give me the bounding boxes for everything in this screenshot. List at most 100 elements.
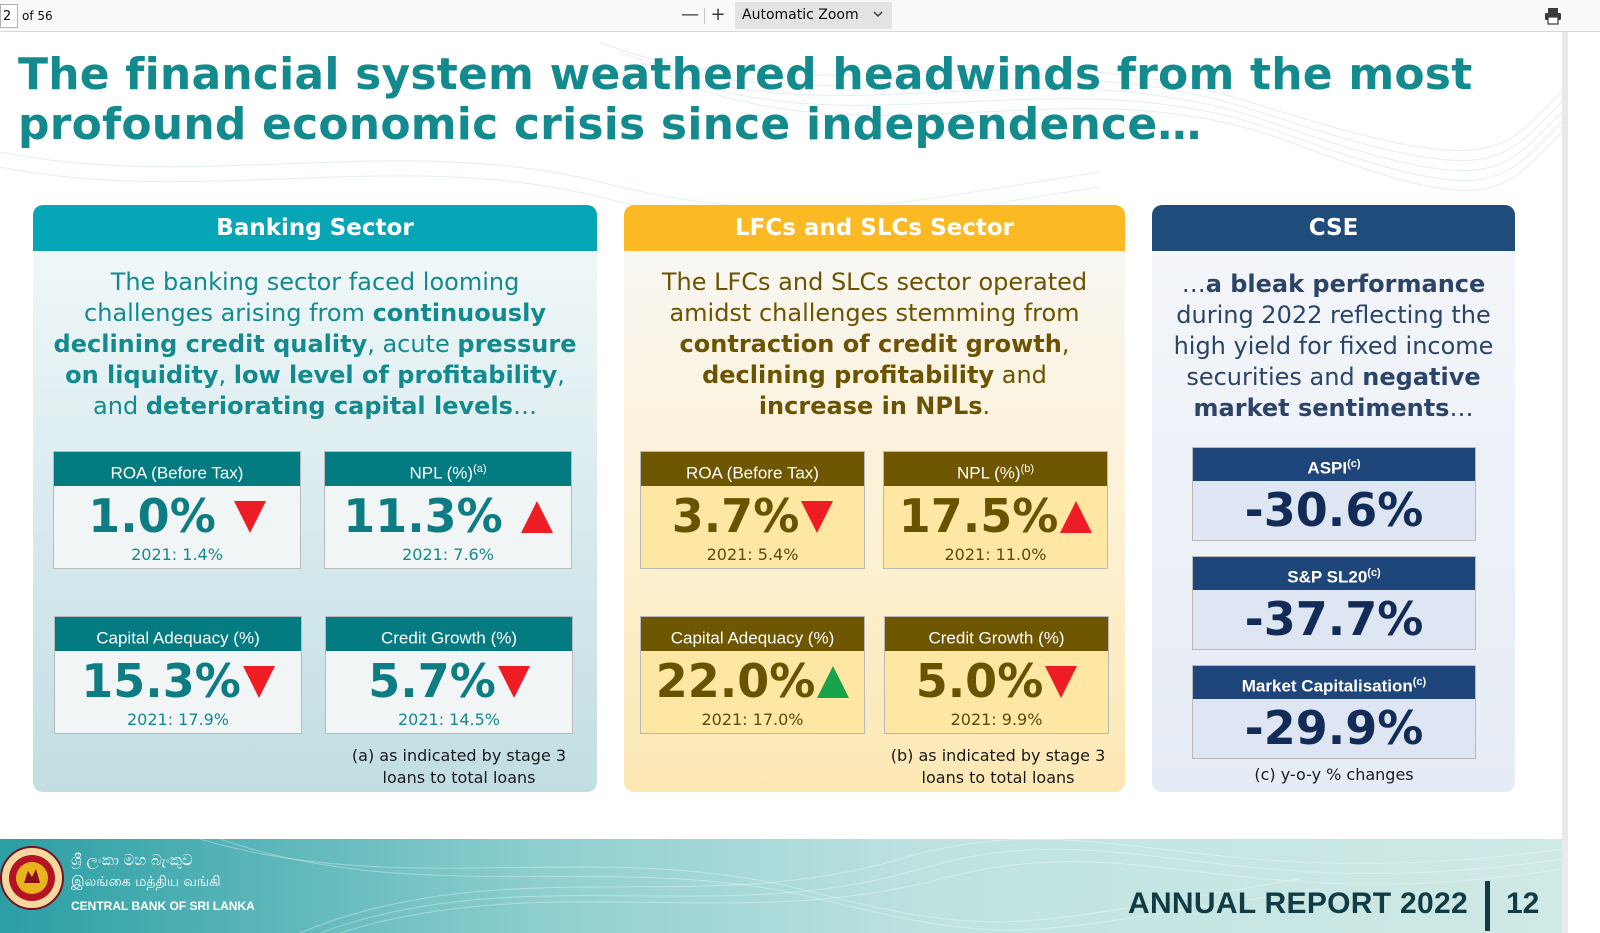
bank-name-tamil: இலங்கை மத்திய வங்கி <box>71 874 221 890</box>
cse-aspi-card: ASPI(c) -30.6% <box>1192 447 1476 541</box>
intro-text: , <box>1061 330 1070 358</box>
decorative-waves <box>0 41 1562 212</box>
intro-emphasis: deteriorating capital levels <box>145 392 513 420</box>
kpi-previous-year: 2021: 17.9% <box>126 710 230 729</box>
kpi-footnote: (b) <box>1020 463 1035 475</box>
kpi-value: 1.0% <box>88 489 216 543</box>
kpi-previous-year: 2021: 14.5% <box>397 710 501 729</box>
central-bank-seal-icon <box>0 846 64 910</box>
chevron-down-icon <box>873 11 883 18</box>
down-arrow-icon <box>233 500 266 533</box>
intro-text: … <box>1449 394 1474 422</box>
cse-market-cap-card: Market Capitalisation(c) -29.9% <box>1192 665 1476 759</box>
cse-label: Market Capitalisation <box>1241 676 1413 696</box>
kpi-footnote: (a) <box>473 463 487 475</box>
up-arrow-icon <box>520 500 553 533</box>
zoom-out-button[interactable]: — <box>679 4 701 28</box>
kpi-label: ROA (Before Tax) <box>686 463 819 483</box>
intro-text: The banking sector faced looming challen… <box>84 268 520 327</box>
intro-text: , and <box>93 361 565 420</box>
cse-label: ASPI <box>1307 458 1348 478</box>
lfc-slc-sector-panel: LFCs and SLCs Sector The LFCs and SLCs s… <box>624 205 1125 792</box>
cse-value: -29.9% <box>1244 701 1424 755</box>
banking-sector-title: Banking Sector <box>33 205 597 251</box>
cse-value: -37.7% <box>1244 592 1424 646</box>
lfc-slc-sector-title: LFCs and SLCs Sector <box>624 205 1125 251</box>
lfc-intro: The LFCs and SLCs sector operated amidst… <box>644 267 1105 422</box>
minus-icon: — <box>681 4 699 25</box>
cse-footnote: (c) y-o-y % changes <box>1254 765 1414 784</box>
intro-text: . <box>982 392 991 420</box>
kpi-label: Credit Growth (%) <box>928 628 1065 648</box>
down-arrow-icon <box>1045 665 1078 698</box>
cse-sp-sl20-card: S&P SL20(c) -37.7% <box>1192 556 1476 650</box>
slide-footer: ශ්‍රී ලංකා මහ බැංකුව இலங்கை மத்திய வங்கி… <box>0 839 1562 933</box>
intro-emphasis: low level of profitability <box>233 361 558 389</box>
up-arrow-icon <box>1060 500 1093 533</box>
banking-sector-panel: Banking Sector The banking sector faced … <box>33 205 597 792</box>
kpi-label: Credit Growth (%) <box>380 628 518 648</box>
up-arrow-icon <box>817 665 850 698</box>
zoom-select-label: Automatic Zoom <box>742 7 859 23</box>
kpi-value: 15.3% <box>81 654 241 708</box>
intro-text: The LFCs and SLCs sector operated amidst… <box>661 268 1088 327</box>
kpi-previous-year: 2021: 11.0% <box>944 545 1047 564</box>
down-arrow-icon <box>242 665 275 698</box>
intro-text: … <box>1181 270 1206 298</box>
intro-text: and <box>994 361 1047 389</box>
intro-emphasis: contraction of credit growth <box>679 330 1062 358</box>
banking-roa-card: ROA (Before Tax) 1.0% 2021: 1.4% <box>53 451 301 569</box>
kpi-label: Capital Adequacy (%) <box>96 628 260 648</box>
banking-capital-adequacy-card: Capital Adequacy (%) 15.3% 2021: 17.9% <box>54 616 302 734</box>
intro-emphasis: continuously declining credit quality <box>53 299 546 358</box>
zoom-select[interactable]: Automatic Zoom <box>735 2 892 29</box>
bank-name-english: CENTRAL BANK OF SRI LANKA <box>71 899 255 913</box>
footer-divider <box>1485 881 1490 931</box>
intro-emphasis: declining profitability <box>702 361 995 389</box>
scrollbar[interactable] <box>1562 32 1568 933</box>
kpi-value: 11.3% <box>343 489 503 543</box>
kpi-previous-year: 2021: 5.4% <box>706 545 799 564</box>
banking-credit-growth-card: Credit Growth (%) 5.7% 2021: 14.5% <box>325 616 573 734</box>
intro-text: during 2022 reflecting the high yield fo… <box>1173 301 1494 391</box>
intro-emphasis: a bleak performance <box>1205 270 1486 298</box>
kpi-value: 17.5% <box>898 489 1059 543</box>
pdf-toolbar: of 56 — + Automatic Zoom <box>0 0 1600 32</box>
kpi-previous-year: 2021: 7.6% <box>402 545 494 564</box>
cse-footnote-marker: (c) <box>1367 567 1381 579</box>
lfc-npl-card: NPL (%)(b) 17.5% 2021: 11.0% <box>883 451 1108 569</box>
cse-value: -30.6% <box>1244 483 1424 537</box>
toolbar-separator <box>704 8 705 24</box>
intro-emphasis: increase in NPLs <box>758 392 983 420</box>
intro-text: , acute <box>367 330 458 358</box>
slide-page-number: 12 <box>1506 887 1540 920</box>
cse-panel: CSE …a bleak performance during 2022 ref… <box>1152 205 1515 792</box>
page-headline: The financial system weathered headwinds… <box>18 49 1473 150</box>
intro-text: , <box>218 361 234 389</box>
cse-intro: …a bleak performance during 2022 reflect… <box>1164 269 1503 424</box>
zoom-in-button[interactable]: + <box>707 4 729 28</box>
kpi-label: NPL (%) <box>409 463 474 483</box>
kpi-previous-year: 2021: 9.9% <box>950 710 1043 729</box>
kpi-value: 3.7% <box>671 489 800 543</box>
banking-intro: The banking sector faced looming challen… <box>43 267 587 422</box>
kpi-value: 5.7% <box>368 654 496 708</box>
cse-label: S&P SL20 <box>1287 567 1368 587</box>
banking-npl-card: NPL (%)(a) 11.3% 2021: 7.6% <box>324 451 572 569</box>
kpi-label: Capital Adequacy (%) <box>670 628 835 648</box>
plus-icon: + <box>710 4 726 25</box>
bank-name-sinhala: ශ්‍රී ලංකා මහ බැංකුව <box>71 851 193 869</box>
cse-footnote-marker: (c) <box>1412 676 1427 688</box>
kpi-previous-year: 2021: 1.4% <box>131 545 223 564</box>
lfc-credit-growth-card: Credit Growth (%) 5.0% 2021: 9.9% <box>884 616 1109 734</box>
cse-title: CSE <box>1152 205 1515 251</box>
cse-footnote-marker: (c) <box>1347 458 1361 470</box>
print-icon[interactable] <box>1543 6 1563 26</box>
page-number-input[interactable] <box>0 4 18 28</box>
lfc-footnote: (b) as indicated by stage 3 loans to tot… <box>890 746 1106 787</box>
intro-emphasis: pressure on liquidity <box>65 330 577 389</box>
intro-emphasis: negative market sentiments <box>1193 363 1481 422</box>
kpi-value: 22.0% <box>655 654 816 708</box>
kpi-value: 5.0% <box>915 654 1044 708</box>
banking-footnote: (a) as indicated by stage 3 loans to tot… <box>351 746 567 787</box>
